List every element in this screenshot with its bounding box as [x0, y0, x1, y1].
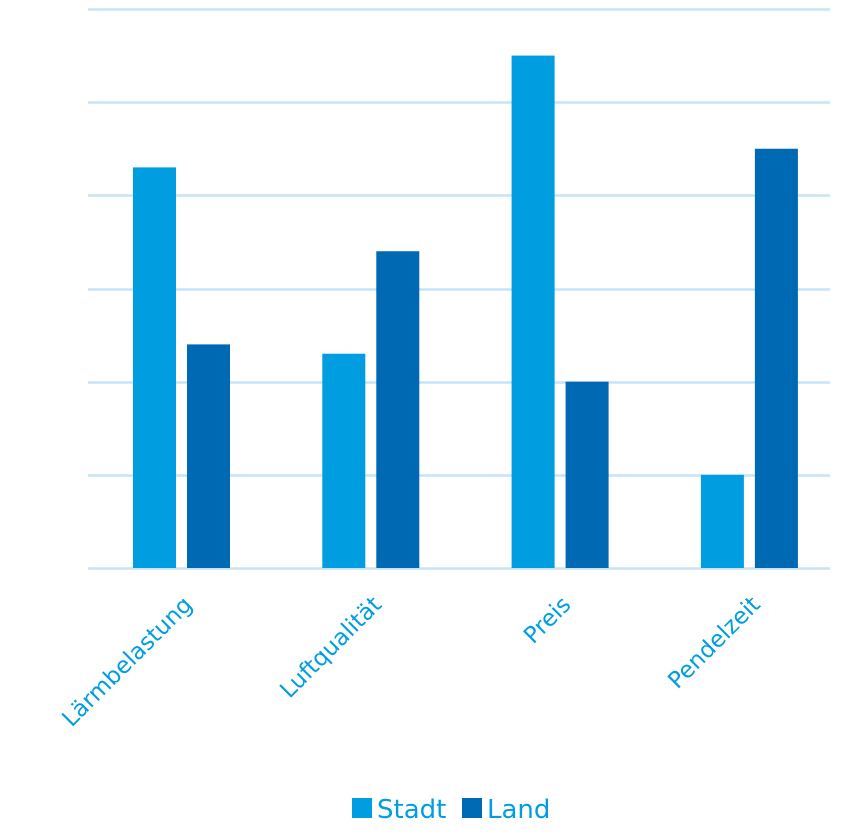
legend: Stadt Land: [352, 795, 550, 825]
bar-land-2: [376, 251, 420, 568]
bar-land-4: [754, 148, 798, 568]
bar-stadt-4: [700, 474, 744, 568]
bar-stadt-2: [322, 353, 366, 568]
legend-swatch-land: [462, 798, 482, 818]
x-axis-tick-labels: Lärmbelastung Luftqualität Preis Pendelzeit: [57, 592, 765, 732]
bar-stadt-3: [511, 55, 555, 569]
bars: [133, 55, 798, 569]
bar-land-1: [187, 344, 230, 568]
legend-label-land: Land: [487, 795, 550, 825]
x-tick-label: Preis: [519, 592, 576, 649]
bar-stadt-1: [133, 167, 176, 568]
legend-label-stadt: Stadt: [377, 795, 446, 825]
x-tick-label: Pendelzeit: [663, 592, 765, 694]
x-tick-label: Luftqualität: [275, 592, 387, 704]
x-tick-label: Lärmbelastung: [57, 592, 197, 732]
legend-swatch-stadt: [352, 798, 372, 818]
bar-land-3: [565, 381, 609, 568]
